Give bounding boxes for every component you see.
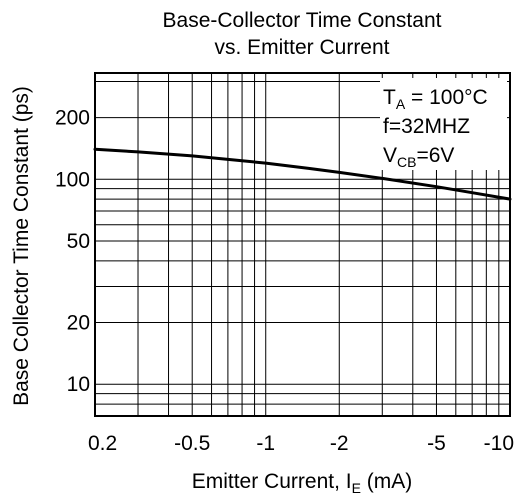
annotation-background (380, 78, 507, 170)
x-tick-label: -2 (330, 432, 349, 455)
annotation-box: TA = 100°C f=32MHZ VCB=6V (380, 78, 507, 170)
x-tick-label: -5 (427, 432, 446, 455)
x-tick-label: -0.5 (174, 432, 210, 455)
annotation-voltage: VCB=6V (383, 144, 454, 170)
series-line (93, 147, 512, 201)
x-axis-label: Emitter Current, IE (mA) (192, 470, 413, 496)
y-tick-label: 100 (55, 168, 90, 191)
plot-frame (94, 72, 511, 417)
annotation-frequency: f=32MHZ (383, 115, 470, 138)
x-tick-label: -1 (256, 432, 275, 455)
y-tick-label: 200 (55, 107, 90, 130)
x-tick-labels: 0.2 -0.5 -1 -2 -5 -10 (88, 432, 514, 455)
x-tick-label: -10 (484, 432, 514, 455)
y-tick-label: 20 (67, 312, 90, 335)
chart-title-line2: vs. Emitter Current (214, 36, 389, 59)
annotation-temperature: TA = 100°C (383, 86, 488, 112)
chart-title-line1: Base-Collector Time Constant (163, 9, 442, 32)
y-tick-labels: 10 20 50 100 200 (55, 107, 90, 397)
x-tick-label: 0.2 (88, 432, 117, 455)
y-axis-label: Base Collector Time Constant (ps) (10, 86, 33, 406)
y-tick-label: 50 (67, 230, 90, 253)
data-series (93, 147, 512, 201)
y-tick-label: 10 (67, 373, 90, 396)
